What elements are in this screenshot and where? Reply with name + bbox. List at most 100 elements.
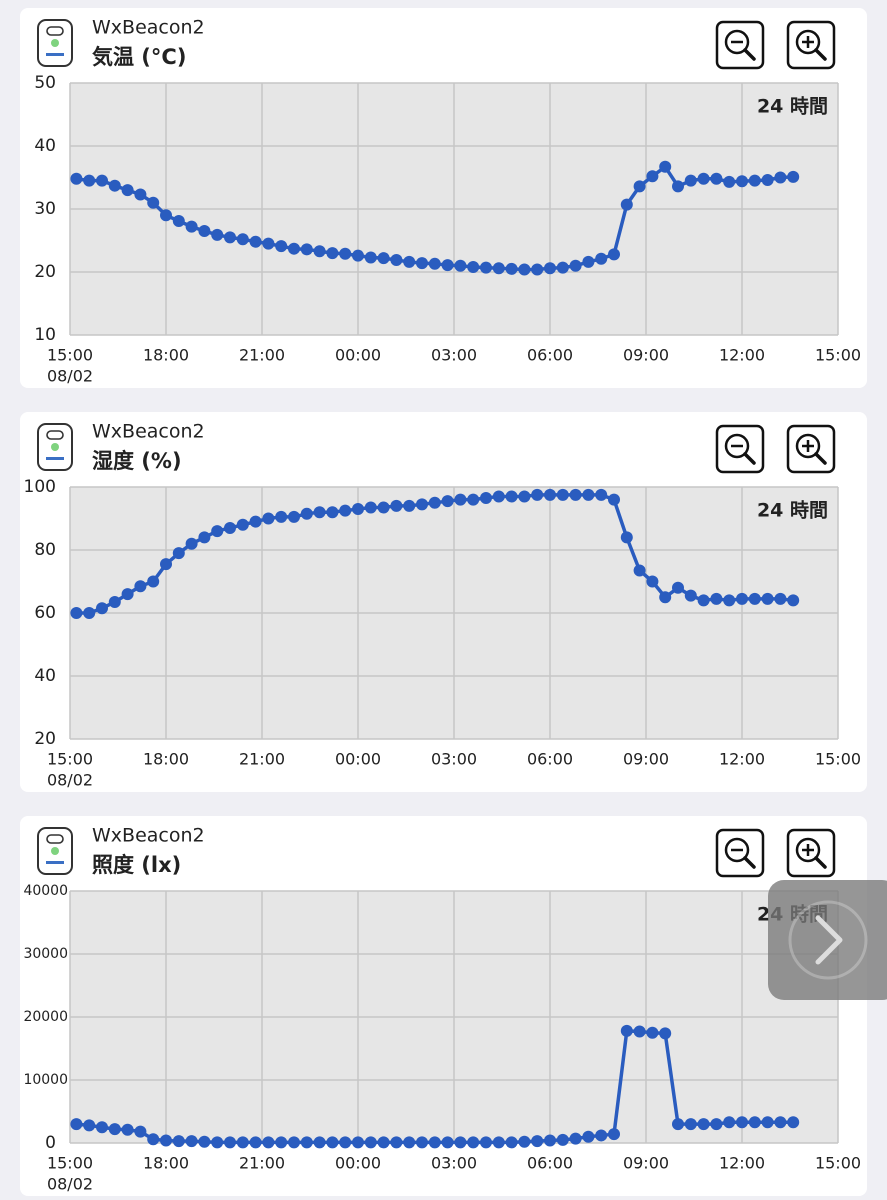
data-point (646, 1026, 659, 1039)
data-point (288, 242, 300, 255)
data-point (480, 492, 492, 505)
data-point (736, 1116, 748, 1129)
data-point (160, 209, 172, 222)
data-point (441, 259, 454, 272)
data-point (108, 1123, 121, 1136)
y-tick-label: 30000 (23, 946, 68, 962)
x-tick-label: 21:00 (239, 750, 285, 769)
next-button-bg (768, 880, 887, 1000)
data-point (723, 1116, 736, 1129)
data-point (505, 1136, 518, 1149)
data-point (697, 594, 710, 607)
data-point (326, 247, 339, 260)
data-point (70, 172, 83, 185)
icon-logo (46, 457, 64, 460)
data-point (83, 607, 96, 619)
device-icon (37, 19, 73, 67)
data-point (236, 1136, 249, 1149)
data-point (723, 175, 736, 188)
y-tick-label: 20 (34, 262, 56, 282)
data-point (288, 1136, 300, 1149)
device-name: WxBeacon2 (92, 17, 205, 39)
data-point (224, 1136, 236, 1149)
zoom-out-button[interactable] (715, 20, 765, 70)
zoom-in-button[interactable] (786, 424, 836, 474)
data-point (313, 1136, 326, 1149)
data-point (761, 592, 774, 605)
data-point (108, 179, 121, 192)
zoom-out-button[interactable] (715, 828, 765, 878)
y-tick-label: 60 (34, 603, 56, 623)
data-point (761, 174, 774, 187)
chart-title: 湿度 (%) (92, 449, 182, 473)
data-point (684, 589, 697, 602)
zoom-in-button-lens (795, 433, 821, 459)
data-point (339, 1136, 352, 1149)
zoom-in-button-frame (786, 424, 836, 474)
data-point (134, 1125, 147, 1138)
data-point (300, 243, 313, 256)
data-point (710, 172, 723, 185)
icon-slot (46, 834, 64, 844)
data-point (697, 172, 710, 185)
x-tick-label: 15:00 (47, 1154, 93, 1173)
icon-led (51, 847, 59, 855)
icon-logo (46, 53, 64, 56)
y-tick-label: 40 (34, 666, 56, 686)
data-point (236, 233, 249, 246)
data-point (505, 262, 518, 275)
zoom-in-button[interactable] (786, 828, 836, 878)
data-point (736, 175, 748, 188)
data-point (211, 525, 224, 538)
zoom-in-button-handle (814, 452, 827, 465)
zoom-out-button[interactable] (715, 424, 765, 474)
data-point (262, 512, 275, 525)
data-point (172, 214, 185, 227)
data-point (505, 490, 518, 503)
chart-title: 気温 (°C) (92, 45, 186, 69)
data-point (787, 1116, 800, 1129)
x-tick-label: 15:00 (47, 346, 93, 365)
data-point (736, 592, 748, 605)
data-point (326, 506, 339, 519)
data-point (416, 498, 428, 511)
data-point (428, 496, 441, 509)
data-point (390, 1136, 403, 1149)
y-tick-label: 20000 (23, 1009, 68, 1025)
zoom-in-button[interactable] (786, 20, 836, 70)
data-point (198, 1135, 211, 1148)
data-point (300, 507, 313, 520)
zoom-out-button-lens (724, 433, 750, 459)
data-point (96, 1121, 108, 1134)
data-point (364, 501, 377, 514)
data-point (544, 488, 556, 501)
data-point (492, 262, 505, 275)
data-point (672, 581, 684, 594)
data-point (377, 1136, 390, 1149)
data-point (352, 503, 364, 516)
data-point (480, 1136, 492, 1149)
data-point (467, 260, 480, 273)
data-point (646, 575, 659, 588)
data-point (121, 184, 134, 197)
next-button[interactable] (768, 880, 887, 1000)
date-label: 08/02 (47, 1175, 93, 1194)
y-tick-label: 10000 (23, 1072, 68, 1088)
x-tick-label: 15:00 (815, 346, 861, 365)
data-point (275, 240, 288, 253)
data-point (467, 1136, 480, 1149)
y-tick-label: 40 (34, 136, 56, 156)
data-point (748, 174, 761, 187)
data-point (556, 261, 569, 274)
x-tick-label: 06:00 (527, 1154, 573, 1173)
x-tick-label: 00:00 (335, 346, 381, 365)
data-point (185, 1135, 198, 1148)
zoom-out-button-handle (743, 856, 756, 869)
data-point (697, 1118, 710, 1131)
data-point (121, 1123, 134, 1136)
data-point (633, 564, 646, 577)
data-point (492, 490, 505, 503)
zoom-out-button-frame (715, 828, 765, 878)
next-button-ring (788, 900, 868, 980)
